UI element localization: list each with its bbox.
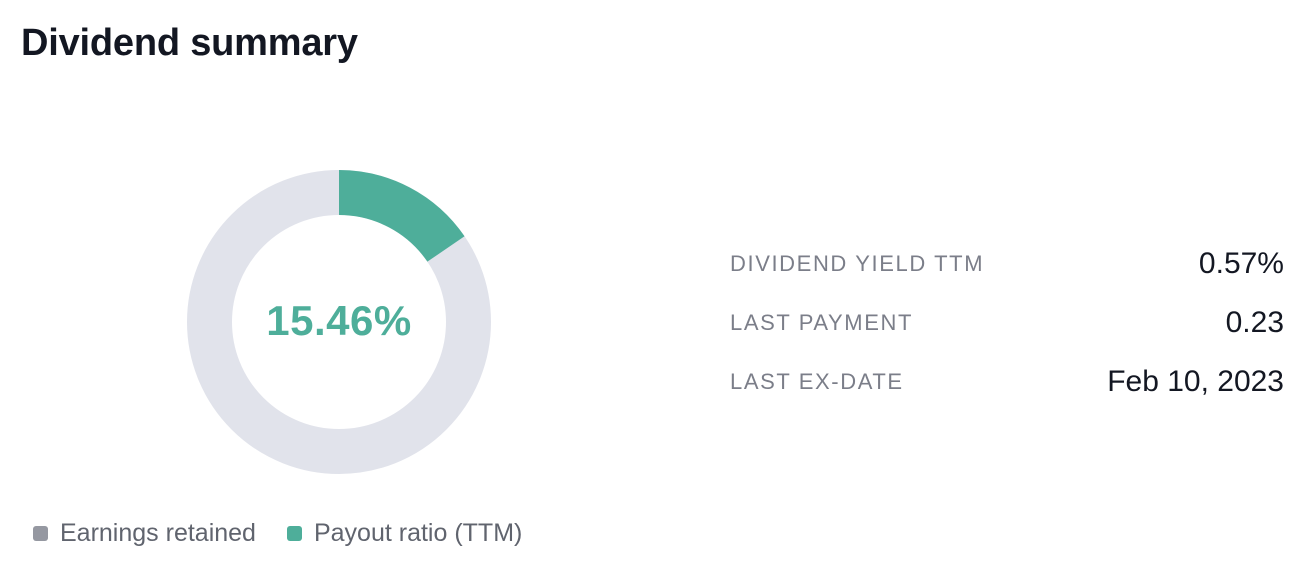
stat-row-last-payment: LAST PAYMENT 0.23 [730, 303, 1284, 343]
legend-marker [286, 525, 302, 541]
legend-item-payout-ratio[interactable]: Payout ratio (TTM) [286, 518, 523, 548]
legend-marker [33, 525, 48, 541]
stat-value: Feb 10, 2023 [1107, 365, 1284, 398]
chart-legend: Earnings retained Payout ratio (TTM) [33, 517, 522, 549]
stat-value: 0.23 [1225, 306, 1284, 339]
stat-value: 0.57% [1198, 247, 1284, 280]
widget-title: Dividend summary [21, 22, 358, 64]
stat-row-last-ex-date: LAST EX-DATE Feb 10, 2023 [730, 362, 1284, 402]
donut-chart: 15.46% [184, 167, 494, 477]
donut-chart-svg [187, 170, 491, 474]
stat-row-dividend-yield: DIVIDEND YIELD TTM 0.57% [730, 244, 1284, 284]
donut-payout-segment[interactable] [187, 170, 491, 474]
legend-item-earnings-retained[interactable]: Earnings retained [33, 519, 256, 548]
donut-center-label: 15.46% [266, 297, 412, 345]
stats-list: DIVIDEND YIELD TTM 0.57% LAST PAYMENT 0.… [730, 244, 1284, 402]
stat-label: DIVIDEND YIELD TTM [730, 251, 985, 276]
legend-item-label: Payout ratio (TTM) [313, 518, 523, 547]
stat-label: LAST EX-DATE [730, 369, 904, 394]
stat-label: LAST PAYMENT [730, 310, 914, 335]
legend-item-label: Earnings retained [60, 518, 256, 547]
